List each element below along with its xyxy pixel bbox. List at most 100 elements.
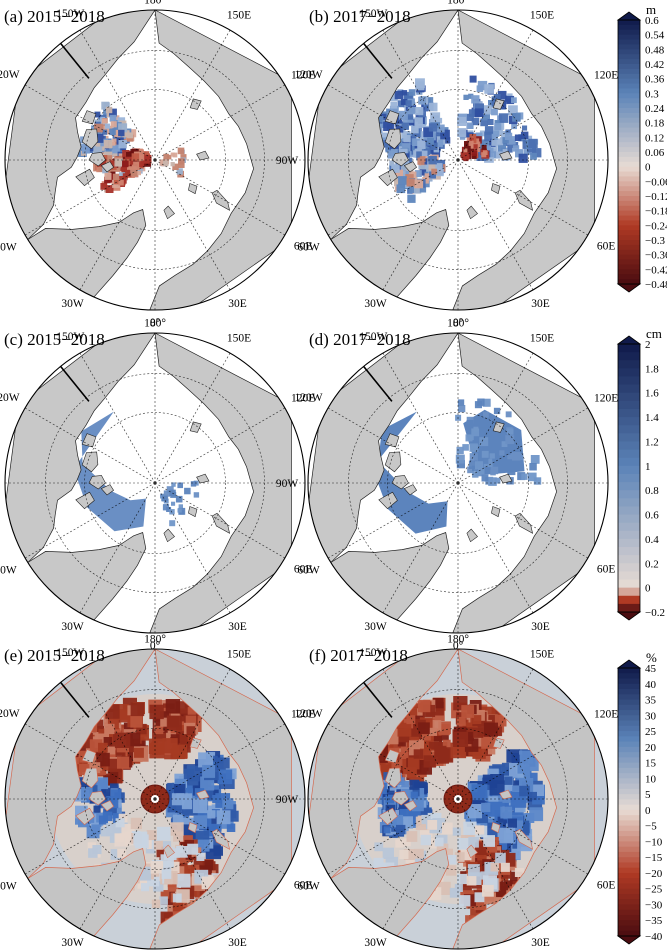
colorbar-min-arrow: [616, 611, 642, 621]
colorbar-tick-label: −0.2: [645, 607, 665, 619]
colorbar-segment: [618, 152, 640, 158]
map-boundary: [307, 332, 609, 634]
colorbar-segment: [618, 24, 640, 31]
colorbar-segment: [618, 264, 640, 270]
colorbar-segment: [618, 878, 640, 885]
longitude-label: 120W: [0, 69, 20, 81]
colorbar-tick-label: 45: [645, 663, 657, 675]
panel-title: (f) 2017−2018: [309, 646, 408, 665]
colorbar-tick-label: 0: [645, 805, 651, 817]
colorbar-segment: [618, 191, 640, 197]
colorbar-segment: [618, 804, 640, 811]
colorbar-segment: [618, 579, 640, 589]
colorbar-segment: [618, 360, 640, 369]
colorbar-tick-label: −0.18: [645, 206, 667, 218]
colorbar-segment: [618, 132, 640, 138]
longitude-label: 180°: [447, 318, 469, 330]
longitude-label: 30E: [228, 937, 247, 949]
longitude-label: 150W: [56, 8, 84, 20]
longitude-label: 30E: [531, 937, 550, 949]
colorbar-tick-label: 0: [645, 162, 651, 174]
colorbar-tick-label: 0.24: [645, 103, 665, 115]
longitude-label: 0°: [150, 317, 161, 329]
colorbar-segment: [618, 215, 640, 222]
colorbar-min-arrow: [616, 283, 642, 293]
longitude-label: 30W: [61, 298, 84, 310]
colorbar-segment: [618, 909, 640, 916]
colorbar-segment: [618, 20, 640, 26]
longitude-label: 90W: [276, 478, 299, 490]
colorbar-segment: [618, 482, 640, 491]
colorbar-tick-label: −40: [645, 931, 663, 943]
longitude-label: 60W: [297, 241, 320, 253]
colorbar-segment: [618, 279, 640, 285]
colorbar-segment: [618, 788, 640, 795]
longitude-label: 150E: [530, 649, 554, 661]
colorbar-segment: [618, 914, 640, 921]
longitude-label: 180°: [144, 634, 166, 646]
colorbar-tick-label: −0.12: [645, 191, 667, 203]
map-panel: (e) 2015−2018180°150E120E90E60E30E0°30W6…: [0, 634, 334, 950]
colorbar-tick-label: 1.8: [645, 363, 659, 375]
colorbar-segment: [618, 825, 640, 832]
colorbar-min-arrow: [616, 935, 642, 945]
colorbar-segment: [618, 752, 640, 758]
colorbar-segment: [618, 400, 640, 410]
colorbar-segment: [618, 274, 640, 280]
colorbar-segment: [618, 457, 640, 467]
longitude-label: 150E: [530, 333, 554, 345]
colorbar-segment: [618, 425, 640, 434]
colorbar-segment: [618, 673, 640, 680]
colorbar-tick-label: 20: [645, 742, 657, 754]
colorbar-tick-label: −0.48: [645, 279, 667, 291]
longitude-label: 120W: [0, 708, 20, 720]
colorbar-segment: [618, 465, 640, 475]
colorbar-segment: [618, 872, 640, 879]
longitude-label: 150W: [359, 331, 387, 343]
longitude-label: 60E: [597, 241, 616, 253]
colorbar-segment: [618, 538, 640, 548]
colorbar-segment: [618, 240, 640, 246]
colorbar-segment: [618, 883, 640, 890]
colorbar: 2 1.8 1.6 1.4 1.2 1 0.8 0.6 0.4 0.2 0 −0.2 cm: [616, 326, 665, 621]
colorbar-segment: [618, 473, 640, 483]
colorbar-tick-label: −25: [645, 884, 663, 896]
longitude-label: 0°: [453, 640, 464, 652]
colorbar-segment: [618, 731, 640, 737]
colorbar-segment: [618, 220, 640, 226]
map-boundary: [4, 332, 306, 634]
colorbar-segment: [618, 147, 640, 153]
colorbar-segment: [618, 888, 640, 895]
longitude-label: 150W: [56, 647, 84, 659]
colorbar-segment: [618, 862, 640, 869]
colorbar-segment: [618, 762, 640, 769]
longitude-label: 120W: [295, 392, 323, 404]
longitude-label: 150E: [530, 10, 554, 22]
colorbar-segment: [618, 225, 640, 231]
colorbar-tick-label: 0.8: [645, 485, 659, 497]
colorbar-segment: [618, 249, 640, 256]
colorbar-tick-label: 15: [645, 758, 657, 770]
colorbar-segment: [618, 514, 640, 524]
colorbar-segment: [618, 117, 640, 124]
colorbar-segment: [618, 725, 640, 732]
colorbar-segment: [618, 595, 640, 605]
colorbar-segment: [618, 710, 640, 716]
colorbar-tick-label: 0.6: [645, 510, 659, 522]
colorbar-segment: [618, 98, 640, 104]
map-boundary: [4, 9, 306, 311]
colorbar-segment: [618, 408, 640, 418]
colorbar-segment: [618, 490, 640, 499]
longitude-label: 60E: [294, 880, 313, 892]
colorbar-tick-label: −15: [645, 852, 663, 864]
longitude-label: 0°: [150, 640, 161, 652]
longitude-label: 150W: [359, 647, 387, 659]
colorbar-segment: [618, 741, 640, 748]
colorbar-segment: [618, 156, 640, 163]
colorbar-tick-label: −10: [645, 836, 663, 848]
colorbar-tick-label: 30: [645, 710, 657, 722]
colorbar-segment: [618, 433, 640, 443]
longitude-label: 30E: [228, 621, 247, 633]
colorbar-segment: [618, 235, 640, 241]
